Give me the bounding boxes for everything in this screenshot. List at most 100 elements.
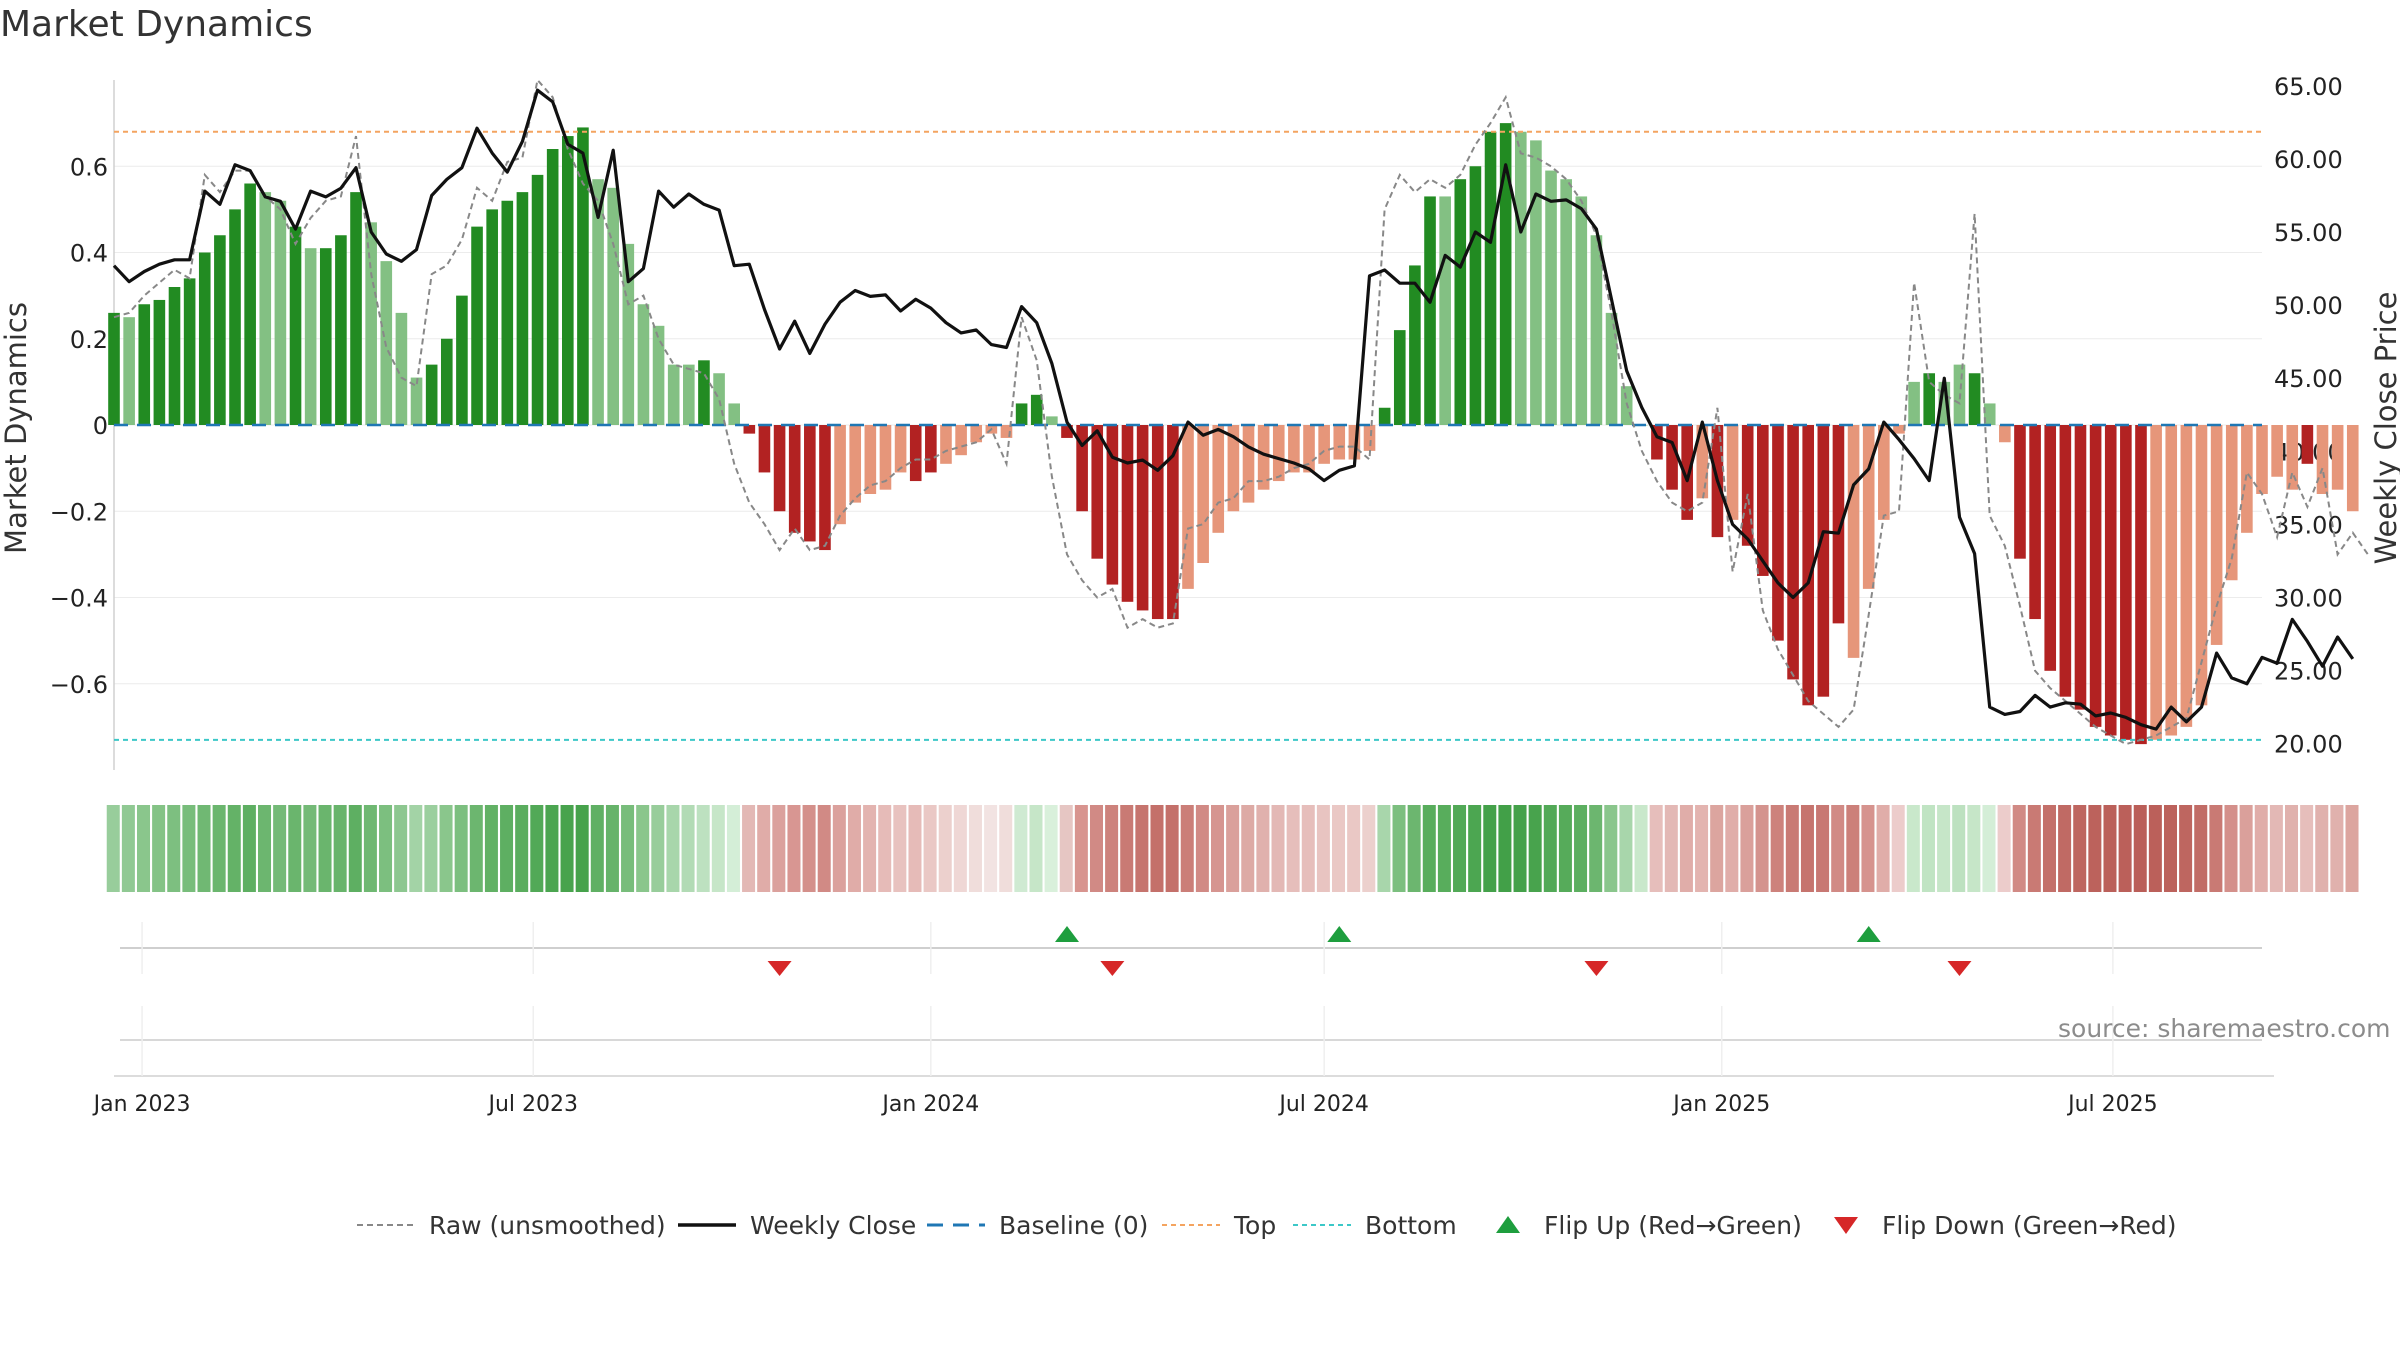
dynamics-bar [516, 192, 529, 425]
regime-cell [1226, 805, 1240, 892]
dynamics-bar [410, 377, 423, 425]
regime-cell [106, 805, 120, 892]
regime-cell [348, 805, 362, 892]
dynamics-bar [1681, 425, 1693, 520]
dynamics-bar [592, 179, 604, 425]
y-tick-label: 0.4 [70, 240, 108, 268]
regime-cell [2073, 805, 2087, 892]
regime-cell [1256, 805, 1270, 892]
regime-cell [2284, 805, 2299, 892]
regime-cell [2088, 805, 2102, 892]
regime-cell [938, 805, 952, 892]
dynamics-bar [1288, 425, 1300, 473]
dynamics-bar [1424, 196, 1436, 425]
dynamics-bar [1151, 425, 1164, 620]
y2-tick-label: 65.00 [2274, 73, 2343, 101]
y2-tick-label: 30.00 [2274, 585, 2343, 613]
regime-cell [2163, 805, 2177, 892]
dynamics-bar [1076, 425, 1088, 512]
regime-cell [787, 805, 801, 892]
dynamics-bar [2074, 425, 2087, 710]
regime-cell [1619, 805, 1633, 892]
regime-cell [2118, 805, 2132, 892]
regime-cell [757, 805, 771, 892]
regime-cell [575, 805, 589, 892]
flip-down-marker [1947, 961, 1972, 976]
regime-cell [696, 805, 710, 892]
regime-cell [1589, 805, 1603, 892]
dynamics-bar [456, 295, 468, 425]
regime-cell [1150, 805, 1164, 892]
regime-cell [711, 805, 725, 892]
regime-cell [2239, 805, 2253, 892]
dynamics-bar [1832, 425, 1845, 624]
dynamics-bar [622, 243, 635, 425]
regime-cell [530, 805, 544, 892]
dynamics-bar [607, 187, 619, 425]
dynamics-bar [138, 304, 151, 425]
dynamics-bar [1530, 140, 1542, 425]
y-tick-label: −0.2 [50, 498, 108, 526]
dynamics-bar [2346, 425, 2359, 512]
legend-label: Bottom [1365, 1211, 1457, 1240]
dynamics-bar [289, 226, 302, 425]
y-axis-title: Market Dynamics [0, 302, 33, 554]
regime-cell [424, 805, 438, 892]
dynamics-bar [425, 364, 438, 425]
dynamics-bar [365, 222, 377, 425]
dynamics-bar [1908, 381, 1920, 425]
regime-cell [258, 805, 272, 892]
dynamics-bar [1167, 425, 1179, 620]
flip-down-marker [1584, 961, 1609, 976]
weekly-close-line [112, 88, 2355, 731]
dynamics-bar [2029, 425, 2041, 620]
dynamics-bar [183, 278, 196, 425]
dynamics-bar [955, 425, 967, 456]
dynamics-bar [2180, 425, 2193, 727]
y-tick-label: 0 [93, 412, 108, 440]
regime-strip [106, 805, 2359, 892]
dynamics-bar [652, 325, 665, 425]
dynamics-bar [229, 209, 241, 425]
regime-cell [167, 805, 181, 892]
regime-cell [1498, 805, 1512, 892]
regime-cell [984, 805, 998, 892]
dynamics-bar [1651, 425, 1663, 460]
regime-cell [363, 805, 377, 892]
dynamics-bar [1605, 312, 1618, 425]
dynamics-bar [319, 248, 332, 425]
dynamics-bar [1847, 425, 1860, 658]
dynamics-bar [879, 425, 892, 490]
regime-cell [1044, 805, 1058, 892]
regime-cell [1816, 805, 1830, 892]
dynamics-bar [1318, 425, 1330, 464]
dynamics-bar [2271, 425, 2283, 477]
dynamics-bar [274, 200, 287, 425]
dynamics-bar [1242, 425, 1255, 503]
dynamics-bar [2286, 425, 2299, 490]
regime-cell [2058, 805, 2072, 892]
regime-cell [197, 805, 211, 892]
regime-cell [1271, 805, 1285, 892]
legend-label: Baseline (0) [999, 1211, 1148, 1240]
y-tick-label: 0.6 [70, 153, 108, 181]
dynamics-bar [925, 425, 937, 473]
dynamics-bar [259, 192, 272, 425]
regime-cell [636, 805, 650, 892]
dynamics-bar [804, 425, 816, 542]
dynamics-bar [2014, 425, 2026, 559]
dynamics-bar [244, 183, 256, 425]
regime-cell [1120, 805, 1134, 892]
y-tick-label: −0.4 [50, 585, 108, 613]
dynamics-bar [2316, 425, 2329, 494]
dynamics-bar [1469, 166, 1482, 425]
regime-cell [1725, 805, 1739, 892]
dynamics-bar [153, 299, 166, 425]
regime-cell [832, 805, 846, 892]
regime-cell [1634, 805, 1648, 892]
dynamics-bar [698, 360, 710, 425]
dynamics-bar [2104, 425, 2117, 736]
flip-panel [120, 922, 2262, 976]
flip-up-marker [1856, 926, 1881, 942]
regime-cell [409, 805, 423, 892]
